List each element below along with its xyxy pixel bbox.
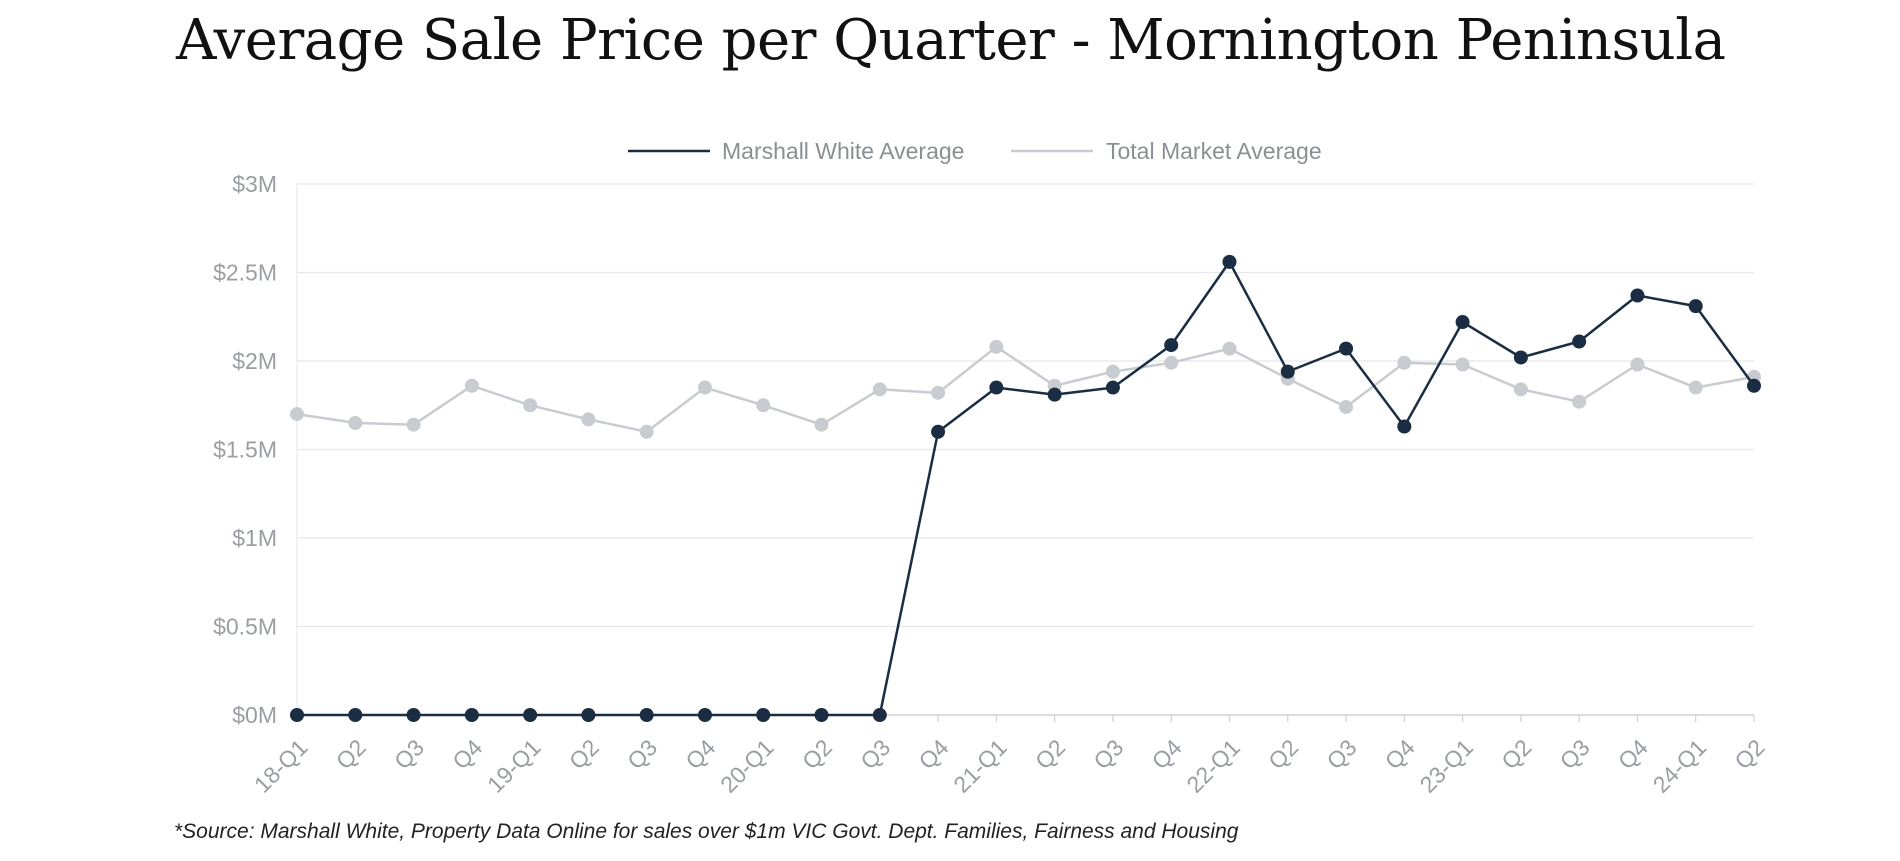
legend-label-total-market-average: Total Market Average (1106, 138, 1322, 164)
y-tick-label-3: $1.5M (213, 437, 277, 463)
x-tick-label-19: Q4 (1380, 734, 1420, 774)
x-tick-label-9: Q2 (797, 734, 837, 774)
x-tick-label-3: Q4 (447, 734, 487, 774)
point-marshall-white-average-17 (1280, 364, 1295, 379)
x-tick-label-16: 22-Q1 (1181, 734, 1245, 798)
point-total-market-average-0 (290, 407, 304, 422)
x-tick-label-24: 24-Q1 (1648, 734, 1712, 798)
x-tick-label-22: Q3 (1555, 734, 1595, 774)
series-line-total-market-average (296, 345, 1755, 434)
x-tick-label-5: Q2 (564, 734, 604, 774)
point-total-market-average-24 (1688, 380, 1703, 395)
x-tick-label-10: Q3 (855, 734, 895, 774)
y-tick-label-0: $0M (232, 702, 277, 728)
point-marshall-white-average-8 (756, 708, 771, 722)
point-marshall-white-average-12 (989, 380, 1004, 395)
grid-lines (296, 183, 1754, 716)
x-tick-label-15: Q4 (1147, 734, 1187, 774)
point-total-market-average-2 (406, 417, 421, 432)
x-tick-label-7: Q4 (680, 734, 720, 774)
point-total-market-average-18 (1339, 400, 1354, 415)
point-marshall-white-average-19 (1397, 419, 1412, 434)
point-marshall-white-average-24 (1688, 299, 1703, 314)
point-total-market-average-11 (931, 385, 946, 400)
x-tick-label-18: Q3 (1321, 734, 1361, 774)
point-marshall-white-average-21 (1513, 350, 1528, 365)
point-total-market-average-1 (348, 415, 363, 430)
point-marshall-white-average-2 (406, 708, 421, 722)
point-total-market-average-7 (697, 380, 712, 395)
point-marshall-white-average-4 (523, 708, 538, 722)
point-total-market-average-23 (1630, 357, 1645, 372)
x-tick-label-20: 23-Q1 (1415, 734, 1479, 798)
point-marshall-white-average-22 (1572, 334, 1587, 349)
y-tick-label-6: $3M (232, 171, 277, 197)
point-marshall-white-average-7 (697, 708, 712, 722)
y-axis: $0M $0.5M $1M $1.5M $2M $2.5M $3M (213, 171, 277, 728)
point-marshall-white-average-23 (1630, 288, 1645, 303)
point-marshall-white-average-13 (1047, 387, 1062, 402)
point-total-market-average-12 (989, 339, 1004, 354)
point-total-market-average-19 (1397, 355, 1412, 370)
point-marshall-white-average-6 (639, 708, 654, 722)
y-tick-label-2: $1M (232, 525, 277, 551)
x-tick-label-25: Q2 (1729, 734, 1769, 774)
chart-title: Average Sale Price per Quarter - Morning… (176, 8, 1726, 73)
y-tick-label-4: $2M (232, 348, 277, 374)
point-total-market-average-16 (1222, 341, 1237, 356)
x-tick-label-1: Q2 (331, 734, 371, 774)
point-total-market-average-8 (756, 398, 771, 413)
point-marshall-white-average-5 (581, 708, 596, 722)
point-marshall-white-average-11 (931, 424, 946, 439)
x-tick-label-13: Q2 (1030, 734, 1070, 774)
x-tick-label-4: 19-Q1 (482, 734, 546, 798)
point-total-market-average-5 (581, 412, 596, 427)
point-marshall-white-average-1 (348, 708, 363, 722)
legend-label-marshall-white-average: Marshall White Average (722, 138, 964, 164)
x-tick-label-8: 20-Q1 (715, 734, 779, 798)
legend: Marshall White Average Total Market Avera… (628, 138, 1322, 164)
x-tick-label-12: 21-Q1 (948, 734, 1012, 798)
point-total-market-average-14 (1105, 364, 1120, 379)
point-marshall-white-average-18 (1339, 341, 1354, 356)
x-tick-label-0: 18-Q1 (249, 734, 313, 798)
point-total-market-average-20 (1455, 357, 1470, 372)
x-tick-label-21: Q2 (1496, 734, 1536, 774)
point-marshall-white-average-9 (814, 708, 829, 722)
point-marshall-white-average-15 (1164, 338, 1179, 353)
point-total-market-average-21 (1513, 382, 1528, 397)
point-total-market-average-4 (523, 398, 538, 413)
source-footnote: *Source: Marshall White, Property Data O… (174, 820, 1239, 843)
point-marshall-white-average-16 (1222, 254, 1237, 269)
series-group (290, 254, 1761, 722)
x-tick-label-23: Q4 (1613, 734, 1653, 774)
x-tick-label-17: Q2 (1263, 734, 1303, 774)
point-total-market-average-22 (1572, 394, 1587, 409)
point-total-market-average-10 (872, 382, 887, 397)
x-tick-label-11: Q4 (914, 734, 954, 774)
series-line-marshall-white-average (297, 260, 1756, 717)
point-total-market-average-15 (1164, 355, 1179, 370)
point-marshall-white-average-14 (1105, 380, 1120, 395)
point-marshall-white-average-3 (464, 708, 479, 722)
point-total-market-average-9 (814, 417, 829, 432)
point-marshall-white-average-0 (290, 708, 304, 722)
x-tick-label-14: Q3 (1088, 734, 1128, 774)
point-marshall-white-average-10 (872, 708, 887, 722)
x-tick-label-2: Q3 (389, 734, 429, 774)
point-total-market-average-3 (464, 378, 479, 393)
point-total-market-average-6 (639, 424, 654, 439)
y-tick-label-1: $0.5M (213, 614, 277, 640)
y-tick-label-5: $2.5M (213, 260, 277, 286)
point-marshall-white-average-25 (1747, 378, 1761, 393)
point-marshall-white-average-20 (1455, 315, 1470, 330)
x-tick-label-6: Q3 (622, 734, 662, 774)
